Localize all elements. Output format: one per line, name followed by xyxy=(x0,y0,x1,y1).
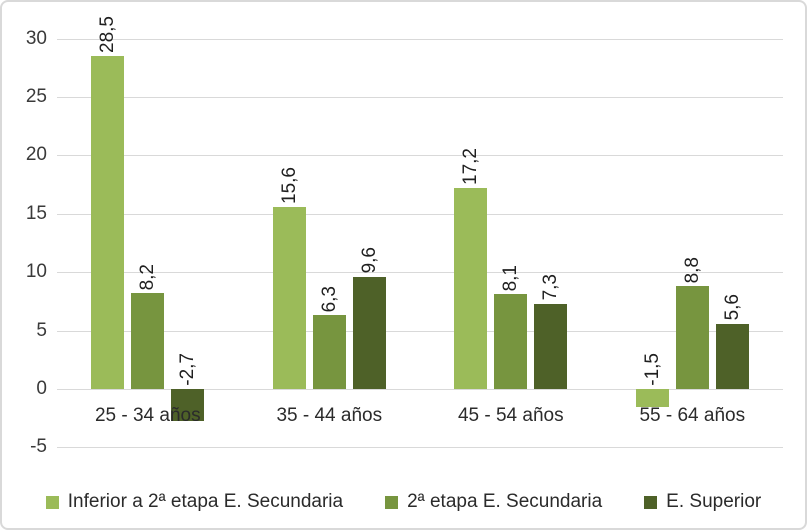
y-axis-tick-label: 30 xyxy=(25,27,47,49)
gridline xyxy=(57,447,783,449)
value-label: -1,5 xyxy=(641,353,663,386)
value-label: 28,5 xyxy=(97,16,119,54)
legend-label: Inferior a 2ª etapa E. Secundaria xyxy=(67,491,344,512)
bar-series1-group1 xyxy=(91,56,125,389)
x-axis-category-label: 25 - 34 años xyxy=(94,405,201,426)
legend-item-series2: 2ª etapa E. Secundaria xyxy=(385,491,602,513)
gridline xyxy=(57,272,783,274)
legend-swatch-icon xyxy=(45,495,59,509)
y-axis-tick-label: 25 xyxy=(25,86,47,107)
x-axis-category-label: 35 - 44 años xyxy=(276,405,383,426)
value-label: 5,6 xyxy=(721,294,743,321)
bar-series1-group4 xyxy=(635,389,669,407)
value-label: 9,6 xyxy=(358,247,380,274)
legend: Inferior a 2ª etapa E. Secundaria 2ª etap… xyxy=(2,485,805,519)
bar-series2-group4 xyxy=(675,286,709,389)
y-axis-tick-label: 20 xyxy=(25,144,47,166)
y-axis-tick-label: 15 xyxy=(25,202,47,224)
value-label: 17,2 xyxy=(460,148,482,186)
y-axis-tick-label: 0 xyxy=(36,378,47,399)
bar-series3-group3 xyxy=(534,303,568,389)
bar-series1-group3 xyxy=(454,188,488,389)
legend-item-series3: E. Superior xyxy=(644,491,761,513)
legend-swatch-icon xyxy=(385,495,399,509)
gridline xyxy=(57,213,783,215)
legend-item-series1: Inferior a 2ª etapa E. Secundaria xyxy=(45,491,344,513)
bar-series3-group1 xyxy=(171,389,205,421)
bar-series2-group2 xyxy=(312,315,346,389)
legend-label: 2ª etapa E. Secundaria xyxy=(407,491,603,512)
gridline xyxy=(57,38,783,40)
x-axis-category-label: 45 - 54 años xyxy=(457,405,564,426)
bar-series2-group1 xyxy=(131,293,165,389)
zero-gridline xyxy=(57,389,783,390)
x-axis-category-label: 55 - 64 años xyxy=(639,405,746,426)
value-label: 7,3 xyxy=(540,274,562,301)
value-label: 6,3 xyxy=(318,285,340,313)
value-label: 8,2 xyxy=(137,263,159,291)
y-axis-tick-label: -5 xyxy=(30,436,47,458)
legend-label: E. Superior xyxy=(666,491,762,512)
value-label: 15,6 xyxy=(278,166,300,204)
value-label: -2,7 xyxy=(177,353,199,386)
y-axis-tick-label: 5 xyxy=(36,319,47,341)
bar-series3-group2 xyxy=(352,276,386,389)
y-axis-tick-label: 10 xyxy=(25,261,47,283)
bar-series3-group4 xyxy=(715,323,749,389)
bar-series1-group2 xyxy=(272,206,306,389)
gridline xyxy=(57,330,783,332)
gridline xyxy=(57,97,783,98)
bar-series2-group3 xyxy=(494,294,528,389)
value-label: 8,1 xyxy=(500,264,522,292)
value-label: 8,8 xyxy=(681,256,703,284)
gridline xyxy=(57,155,783,157)
legend-swatch-icon xyxy=(644,495,658,509)
